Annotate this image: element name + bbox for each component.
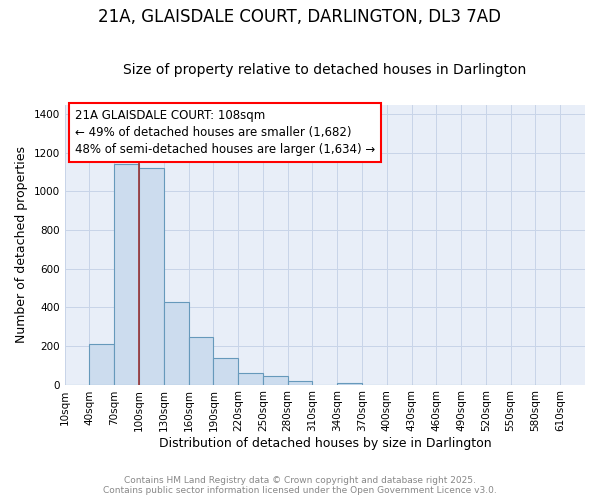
Bar [214, 358, 238, 384]
Title: Size of property relative to detached houses in Darlington: Size of property relative to detached ho… [123, 63, 526, 77]
Text: Contains HM Land Registry data © Crown copyright and database right 2025.
Contai: Contains HM Land Registry data © Crown c… [103, 476, 497, 495]
Bar [164, 302, 188, 384]
Text: 21A GLAISDALE COURT: 108sqm
← 49% of detached houses are smaller (1,682)
48% of : 21A GLAISDALE COURT: 108sqm ← 49% of det… [75, 109, 376, 156]
Bar [114, 164, 139, 384]
Bar [337, 382, 362, 384]
Text: 21A, GLAISDALE COURT, DARLINGTON, DL3 7AD: 21A, GLAISDALE COURT, DARLINGTON, DL3 7A… [98, 8, 502, 26]
Bar [263, 376, 287, 384]
Bar [238, 374, 263, 384]
Bar [89, 344, 114, 385]
X-axis label: Distribution of detached houses by size in Darlington: Distribution of detached houses by size … [158, 437, 491, 450]
Bar [188, 338, 214, 384]
Y-axis label: Number of detached properties: Number of detached properties [15, 146, 28, 343]
Bar [287, 380, 313, 384]
Bar [139, 168, 164, 384]
